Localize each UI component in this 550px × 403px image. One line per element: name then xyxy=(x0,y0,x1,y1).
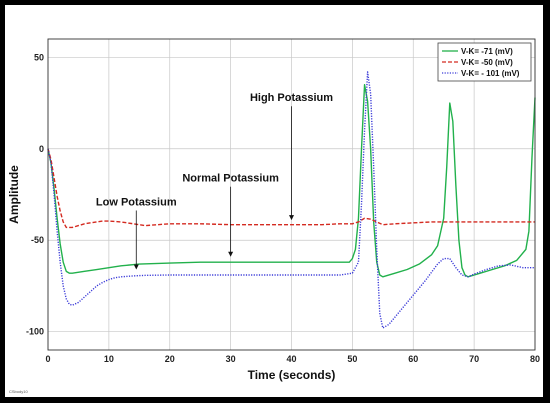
annotation-label: Normal Potassium xyxy=(182,173,279,185)
annotation-label: Low Potassium xyxy=(96,196,177,208)
legend-box xyxy=(437,42,532,82)
annotation-label: High Potassium xyxy=(250,92,333,104)
figure-credit: CSbody10 xyxy=(9,389,28,394)
legend-items: V-K= -71 (mV) V-K= -50 (mV) V-K= - 101 (mV… xyxy=(442,47,520,78)
x-tick-label: 40 xyxy=(286,354,296,364)
x-tick-label: 10 xyxy=(104,354,114,364)
series-line-3 xyxy=(47,71,535,329)
x-tick-label: 80 xyxy=(530,354,540,364)
line-chart: 0 10 20 30 40 50 60 70 80 50 0 -50 -100 High Potassi… xyxy=(7,38,540,394)
x-tick-label: 20 xyxy=(165,354,175,364)
x-tick-label: 50 xyxy=(347,354,357,364)
plot-border xyxy=(47,38,536,351)
series-line-2 xyxy=(47,148,535,229)
x-tick-label: 30 xyxy=(226,354,236,364)
y-tick-label: 50 xyxy=(34,52,44,62)
legend-label-2: V-K= -50 (mV) xyxy=(461,58,513,67)
annotation-arrow-head xyxy=(289,215,294,221)
x-tick-label: 0 xyxy=(45,354,50,364)
legend: V-K= -71 (mV) V-K= -50 (mV) V-K= - 101 (mV… xyxy=(437,42,532,82)
annotation-arrow-head xyxy=(133,264,139,270)
legend-label-1: V-K= -71 (mV) xyxy=(461,47,513,56)
x-tick-label: 60 xyxy=(408,354,418,364)
y-tick-label: 0 xyxy=(39,144,44,154)
axes: 0 10 20 30 40 50 60 70 80 50 0 -50 -100 xyxy=(26,38,540,364)
legend-label-3: V-K= - 101 (mV) xyxy=(461,69,520,78)
annotation-arrow-head xyxy=(228,251,234,257)
x-axis-title: Time (seconds) xyxy=(248,368,336,382)
annotations: High Potassium Normal Potassium Low Potass… xyxy=(96,92,333,270)
y-tick-label: -100 xyxy=(26,327,44,337)
chart-frame: 0 10 20 30 40 50 60 70 80 50 0 -50 -100 High Potassi… xyxy=(5,5,543,397)
y-tick-label: -50 xyxy=(31,235,44,245)
y-axis-title: Amplitude xyxy=(7,165,21,224)
series-layer xyxy=(47,71,536,329)
x-tick-label: 70 xyxy=(469,354,479,364)
